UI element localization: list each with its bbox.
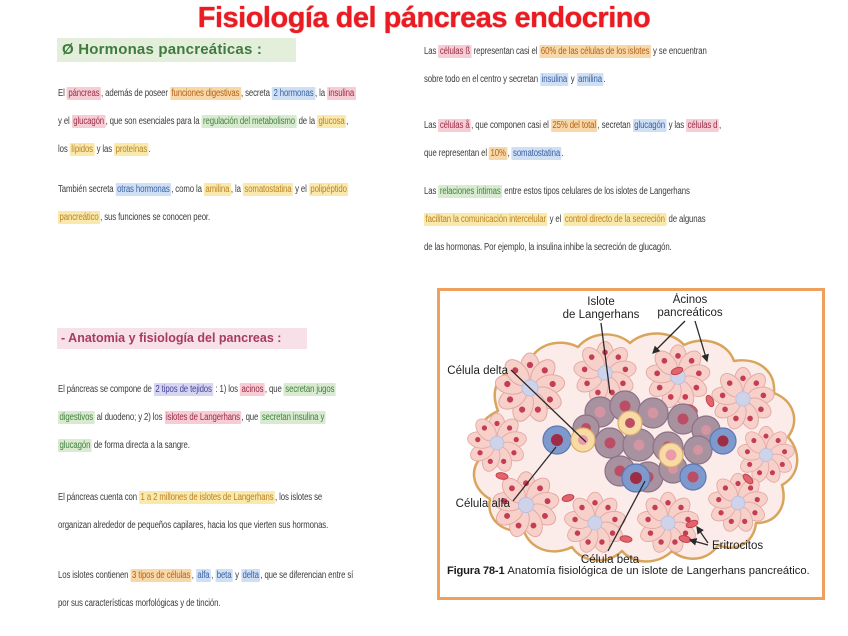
label-acinos-line2: pancreáticos [657,307,722,319]
section-header-anatomia-fisiologia: - Anatomia y fisiología del pancreas : [57,328,308,349]
highlight-yellow: facilitan la comunicación intercelular [424,213,548,226]
highlight-green: relaciones íntimas [438,185,503,198]
label-eritrocitos: Eritrocitos [712,540,763,552]
highlight-yellow: polipéptido [308,183,349,196]
pointer-acinos-2 [694,320,709,363]
pointer-eritrocitos-1 [688,537,709,546]
islet-diagram: Islote de Langerhans Ácinos pancreáticos… [447,293,799,565]
highlight-yellow: 1 a 2 millones de islotes de Langerhans [138,491,276,504]
pointer-islote [600,322,611,394]
islet-of-langerhans [542,390,737,493]
pointer-acinos-1 [652,320,686,354]
paragraph-tipos-de-tejidos: El páncreas se compone de 2 tipos de tej… [58,383,336,452]
pointer-celula-alfa [512,446,557,502]
highlight-yellow: glucosa [316,115,347,128]
islet-beta-cells [572,390,721,493]
highlight-pink: islotes de Langerhans [164,411,242,424]
highlight-green: digestivos [58,411,95,424]
highlight-green: regulación del metabolismo [201,115,297,128]
highlight-pink: insulina [327,87,356,100]
highlight-pink: células å [438,119,472,132]
paragraph-millones-islotes: El páncreas cuenta con 1 a 2 millones de… [58,491,329,531]
highlight-blue: insulina [540,73,569,86]
figure-box: Islote de Langerhans Ácinos pancreáticos… [437,288,825,600]
highlight-yellow: proteínas [114,143,149,156]
highlight-purple: 2 tipos de tejidos [153,383,214,396]
highlight-pink: acinos [239,383,265,396]
highlight-pink: páncreas [66,87,102,100]
paragraph-relaciones-intimas: Las relaciones íntimas entre estos tipos… [424,185,706,253]
highlight-blue: somatostatina [511,147,562,160]
pointer-lines [510,320,709,552]
highlight-blue: glucagón [632,119,667,132]
highlight-yellow: control directo de la secreción [563,213,667,226]
highlight-orange: funciones digestivas [169,87,241,100]
highlight-green: secretan insulina y [260,411,326,424]
paragraph-celulas-beta: Las células ß representan casi el 60% de… [424,45,707,86]
label-celula-beta: Célula beta [581,554,640,565]
highlight-yellow: pancreático [58,211,101,224]
highlight-orange: 3 tipos de células [130,569,192,582]
highlight-blue: otras hormonas [115,183,172,196]
figure-caption-number: Figura 78-1 [447,565,508,577]
label-islote-line1: Islote [587,296,615,308]
highlight-pink: glucagón [71,115,106,128]
highlight-yellow: lípidos [69,143,95,156]
highlight-blue: alfa [195,569,212,582]
paragraph-celulas-alfa-delta: Las células å, que componen casi el 25% … [424,119,722,160]
highlight-pink: células ß [438,45,472,58]
figure-caption-text: Anatomía fisiológica de un islote de Lan… [507,565,810,577]
highlight-blue: beta [215,569,234,582]
paragraph-otras-hormonas: También secreta otras hormonas, como la … [58,183,349,224]
pointer-celula-beta [607,480,646,552]
highlight-blue: amilina [576,73,604,86]
figure-labels: Islote de Langerhans Ácinos pancreáticos… [447,293,763,565]
highlight-blue: delta [240,569,261,582]
highlight-yellow: somatostatina [242,183,294,196]
label-celula-delta: Célula delta [447,365,508,377]
highlight-pink: células d [686,119,719,132]
highlight-green: secretan jugos [283,383,336,396]
section-header-hormonas-pancreaticas: Ø Hormonas pancreáticas : [57,38,297,62]
label-islote-line2: de Langerhans [563,309,640,321]
highlight-orange: 25% del total [550,119,598,132]
highlight-blue: 2 hormonas [271,87,316,100]
pointer-eritrocitos-2 [696,525,709,544]
islet-alpha-cells [542,425,737,493]
highlight-green: glucagón [58,439,92,452]
highlight-orange: 10% [488,147,508,160]
paragraph-tipos-de-celulas: Los islotes contienen 3 tipos de células… [58,569,354,609]
highlight-orange: 60% de las células de los islotes [539,45,651,58]
page-title: Fisiología del páncreas endocrino [197,2,651,34]
label-celula-alfa: Célula alfa [456,498,511,510]
figure-caption: Figura 78-1 Anatomía fisiológica de un i… [447,564,813,578]
paragraph-pancreas-hormonas: El páncreas, además de poseer funciones … [58,87,356,156]
highlight-yellow: amilina [203,183,231,196]
label-acinos-line1: Ácinos [673,293,708,306]
pointer-celula-delta [510,369,587,443]
